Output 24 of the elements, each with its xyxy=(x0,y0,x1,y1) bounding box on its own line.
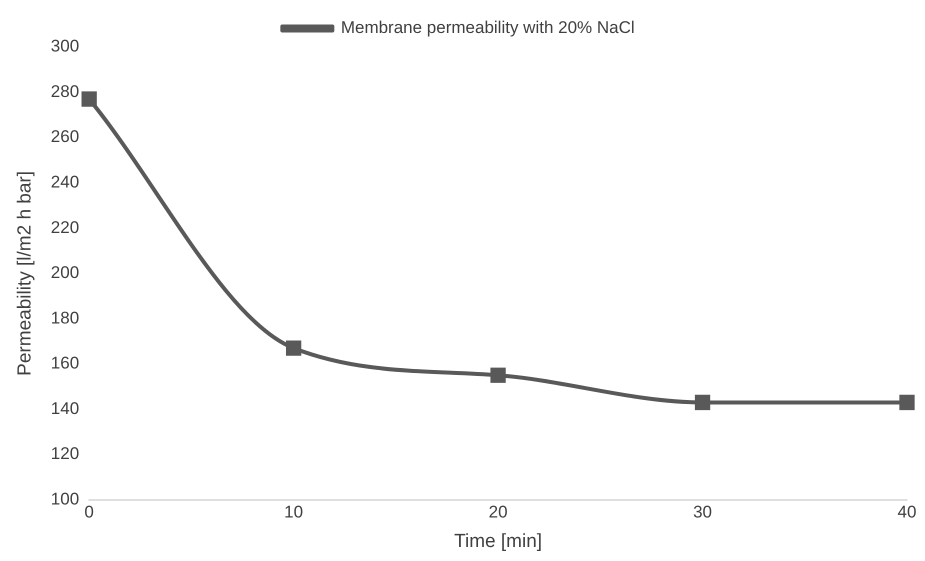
x-tick-label: 0 xyxy=(84,502,94,522)
point xyxy=(899,394,915,410)
legend-label: Membrane permeability with 20% NaCl xyxy=(340,18,635,38)
y-tick-label: 240 xyxy=(50,172,80,192)
point xyxy=(490,368,506,383)
x-axis-title: Time [min] xyxy=(454,530,542,552)
y-tick-label: 200 xyxy=(50,263,80,282)
y-tick-label: 300 xyxy=(50,36,80,56)
y-tick-label: 180 xyxy=(50,308,80,328)
point xyxy=(82,91,97,107)
y-tick-label: 140 xyxy=(50,398,80,418)
y-tick-label: 100 xyxy=(50,489,80,508)
y-tick-label: 160 xyxy=(50,354,80,373)
x-tick-label: 20 xyxy=(488,502,508,522)
x-tick-label: 10 xyxy=(284,502,304,522)
point xyxy=(286,340,302,356)
y-tick-label: 260 xyxy=(50,127,80,146)
x-tick-label: 40 xyxy=(898,502,916,522)
x-tick-label: 30 xyxy=(693,502,712,522)
y-tick-label: 220 xyxy=(50,218,80,237)
y-tick-label: 280 xyxy=(50,82,80,101)
y-tick-label: 120 xyxy=(50,444,80,464)
y-axis-title: Permeability [l/m2 h bar] xyxy=(14,170,36,376)
point xyxy=(694,394,710,410)
